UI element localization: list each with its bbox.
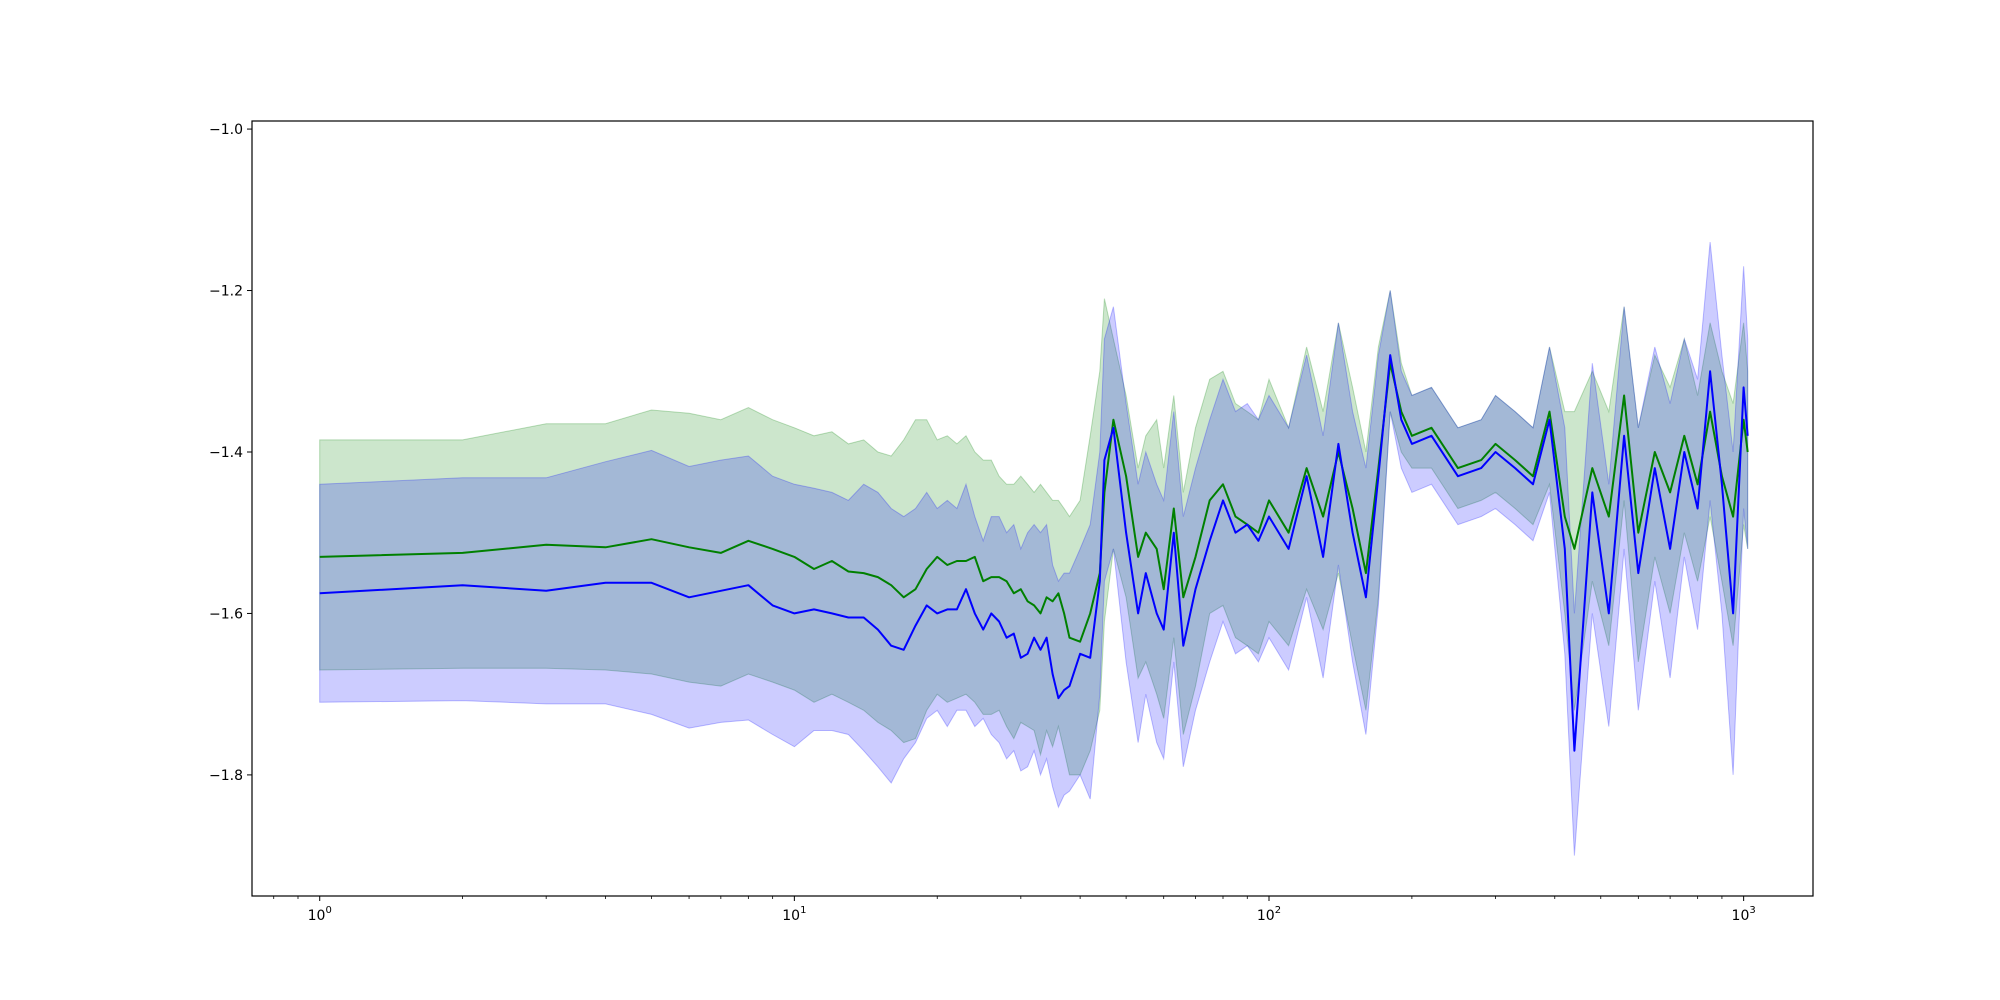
axes-frame: [251, 120, 1814, 897]
x-tick-label: 101: [782, 905, 806, 924]
x-tick-label: 100: [308, 905, 332, 924]
x-axis-ticks: 100 101 102 103: [273, 896, 1756, 924]
x-tick-label: 102: [1257, 905, 1281, 924]
line-series-1: [319, 362, 1749, 643]
band-series-1: [319, 290, 1749, 776]
band-series-2: [319, 242, 1749, 856]
y-axis-ticks: −1.0 −1.2 −1.4 −1.6 −1.8: [209, 122, 252, 784]
y-tick-label: −1.4: [209, 445, 243, 461]
series-lines: [319, 354, 1749, 752]
y-tick-label: −1.2: [209, 284, 243, 300]
y-tick-label: −1.8: [209, 768, 243, 784]
x-tick-label: 103: [1732, 905, 1756, 924]
y-tick-label: −1.0: [209, 122, 243, 138]
line-series-2: [319, 354, 1749, 752]
confidence-bands: [319, 242, 1749, 856]
y-tick-label: −1.6: [209, 606, 243, 622]
